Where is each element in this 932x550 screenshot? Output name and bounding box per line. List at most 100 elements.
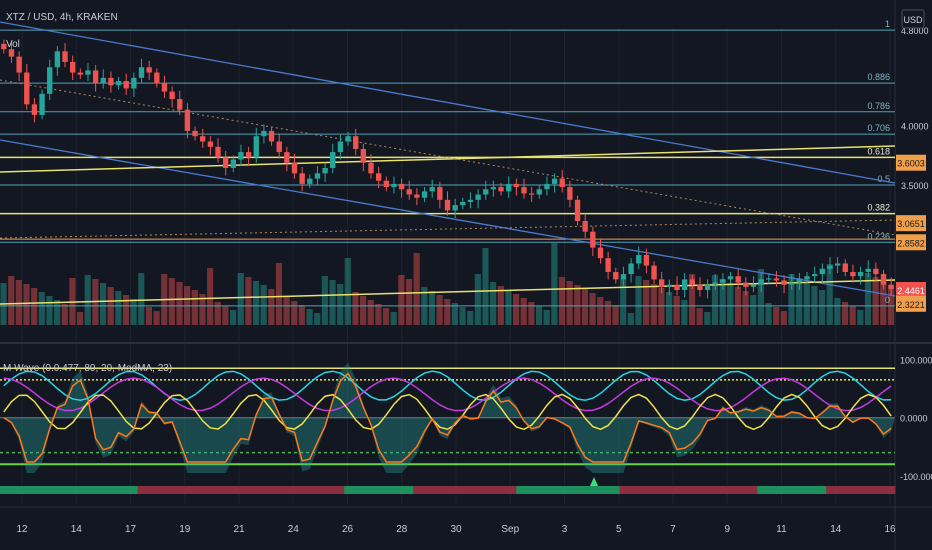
trend-strip-segment <box>137 486 173 494</box>
time-tick-label: Sep <box>501 524 519 535</box>
trend-strip-segment <box>688 486 724 494</box>
time-tick-label: 28 <box>396 524 408 535</box>
volume-bar <box>237 273 244 325</box>
volume-bar <box>612 305 619 325</box>
candle-body <box>704 284 711 290</box>
volume-bar <box>23 284 30 325</box>
trend-strip-segment <box>68 486 104 494</box>
candle-body <box>444 199 451 211</box>
volume-bar <box>145 307 152 325</box>
dotted-trend <box>0 219 896 239</box>
volume-bar <box>31 288 38 325</box>
candle-body <box>483 189 489 195</box>
volume-label: Vol <box>6 39 20 50</box>
price-axis[interactable]: 4.8000 4.0000 3.5000 3.6003 3.0651 2.8582 2.44… <box>896 26 932 482</box>
currency-button[interactable] <box>901 9 925 29</box>
trend-strip-segment <box>585 486 621 494</box>
osc-line-yellow <box>3 393 892 431</box>
candle-body <box>781 280 787 285</box>
volume-bar <box>382 308 390 325</box>
volume-bar <box>841 302 849 325</box>
candle-body <box>123 81 129 89</box>
volume-bar <box>229 310 237 325</box>
candle-body <box>697 284 703 290</box>
trend-strip-segment <box>791 486 827 494</box>
candle-body <box>475 194 481 200</box>
candle-body <box>161 83 168 92</box>
candle-body <box>498 187 504 192</box>
time-axis[interactable]: 12 14 17 19 21 24 26 28 30 Sep 3 5 7 9 11 14 16 <box>16 524 896 535</box>
candle-body <box>200 136 206 142</box>
volume-bar <box>367 300 374 325</box>
candle-body <box>375 173 382 181</box>
candle-body <box>284 152 290 163</box>
volume-bar <box>490 282 497 325</box>
currency-button-label: USD <box>903 15 923 25</box>
volume-bar <box>451 303 458 325</box>
time-tick-label: 19 <box>179 524 191 535</box>
volume-bar <box>329 280 336 325</box>
candle-body <box>69 61 76 73</box>
candle-body <box>490 187 497 190</box>
candle-body <box>16 56 22 73</box>
volume-bar <box>214 302 221 325</box>
volume-bar <box>191 290 198 325</box>
volume-bar <box>643 280 650 325</box>
volume-bar <box>459 307 466 325</box>
candle-body <box>39 93 45 115</box>
candle-body <box>268 130 275 142</box>
volume-bar <box>482 248 489 325</box>
volume-bar <box>84 275 91 325</box>
volume-bar <box>574 285 581 325</box>
volume-bar <box>627 313 634 325</box>
volume-bar <box>444 299 451 325</box>
candle-body <box>115 81 122 86</box>
fib-label: 1 <box>885 19 890 29</box>
volume-bar <box>750 295 757 325</box>
candle-body <box>597 247 604 259</box>
volume-bar <box>298 305 305 325</box>
candle-body <box>681 279 688 290</box>
volume-bar <box>604 301 611 325</box>
candle-body <box>766 278 772 280</box>
candle-body <box>727 276 734 280</box>
volume-bar <box>375 304 382 325</box>
volume-bar <box>635 276 642 325</box>
candle-body <box>880 274 887 285</box>
candle-body <box>398 183 405 190</box>
volume-bar <box>245 277 252 325</box>
trend-strip-segment <box>309 486 345 494</box>
candle-body <box>47 67 53 94</box>
price-tick-label: 4.0000 <box>901 122 929 132</box>
candle-body <box>192 130 198 137</box>
indicator-label: M Wave (0.0.477, 80, 20, ModMA, 23) <box>3 363 172 374</box>
candle-body <box>276 141 282 153</box>
candle-body <box>613 271 619 280</box>
price-label-box <box>896 295 926 312</box>
osc-axis-label: -100.0000 <box>900 472 932 482</box>
volume-bar <box>880 281 887 325</box>
time-tick-label: 3 <box>562 524 568 535</box>
osc-line-magenta <box>3 377 892 412</box>
trend-strip-segment <box>722 486 758 494</box>
candle-body <box>712 282 718 285</box>
time-tick-label: 26 <box>342 524 354 535</box>
candle-body <box>24 72 30 105</box>
oscillator-pane <box>0 362 896 494</box>
volume-bar <box>352 292 359 325</box>
volume-bar <box>8 276 15 325</box>
candle-body <box>245 152 252 158</box>
volume-bar <box>283 297 290 325</box>
fib-label: 0.886 <box>867 72 890 82</box>
candle-body <box>720 279 726 283</box>
candle-body <box>467 199 474 202</box>
volume-bar <box>360 296 367 325</box>
volume-bar <box>199 294 206 325</box>
channel-upper <box>0 21 896 184</box>
volume-bar <box>780 311 787 325</box>
volume-bar <box>765 303 772 325</box>
volume-bar <box>803 282 810 325</box>
candle-body <box>842 263 848 272</box>
candle-body <box>857 271 864 277</box>
